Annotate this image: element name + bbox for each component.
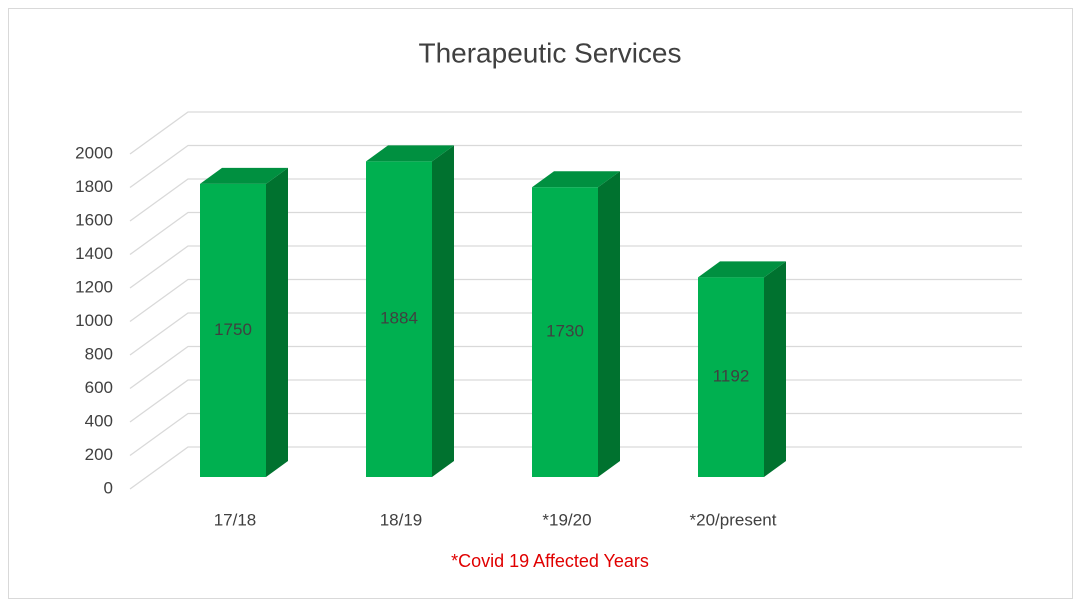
grid-line [129,111,1022,155]
grid-line [129,178,1022,222]
bar-side [432,145,454,477]
x-tick-label: *20/present [690,510,777,529]
y-tick-label: 1600 [75,210,113,229]
bar-top [698,261,786,278]
y-tick-label: 1400 [75,244,113,263]
y-tick-label: 1200 [75,277,113,296]
chart-title: Therapeutic Services [418,37,681,68]
y-tick-label: 2000 [75,143,113,162]
x-tick-label: *19/20 [542,510,591,529]
annotation: *Covid 19 Affected Years [451,551,649,571]
y-tick-label: 600 [85,378,113,397]
x-tick-label: 18/19 [380,510,423,529]
bar-side [764,261,786,477]
bar-top [200,167,288,184]
y-tick-label: 400 [85,411,113,430]
grid-line [129,211,1022,256]
bar-top [532,171,620,188]
data-label: 1192 [713,367,750,386]
y-tick-label: 200 [85,445,113,464]
bar-side [266,167,288,477]
bar-top [366,145,454,162]
y-tick-label: 1000 [75,311,113,330]
y-tick-label: 800 [85,344,113,363]
bar [698,277,764,477]
x-tick-label: 17/18 [214,510,257,529]
bar [532,187,598,477]
bar [200,183,266,477]
y-tick-label: 1800 [75,177,113,196]
bar [366,161,432,477]
grid-line [129,245,1022,289]
y-tick-label: 0 [104,478,113,497]
bar-side [598,171,620,477]
data-label: 1730 [546,322,584,341]
data-label: 1884 [380,309,418,328]
data-label: 1750 [214,320,252,339]
grid-line [129,144,1022,189]
